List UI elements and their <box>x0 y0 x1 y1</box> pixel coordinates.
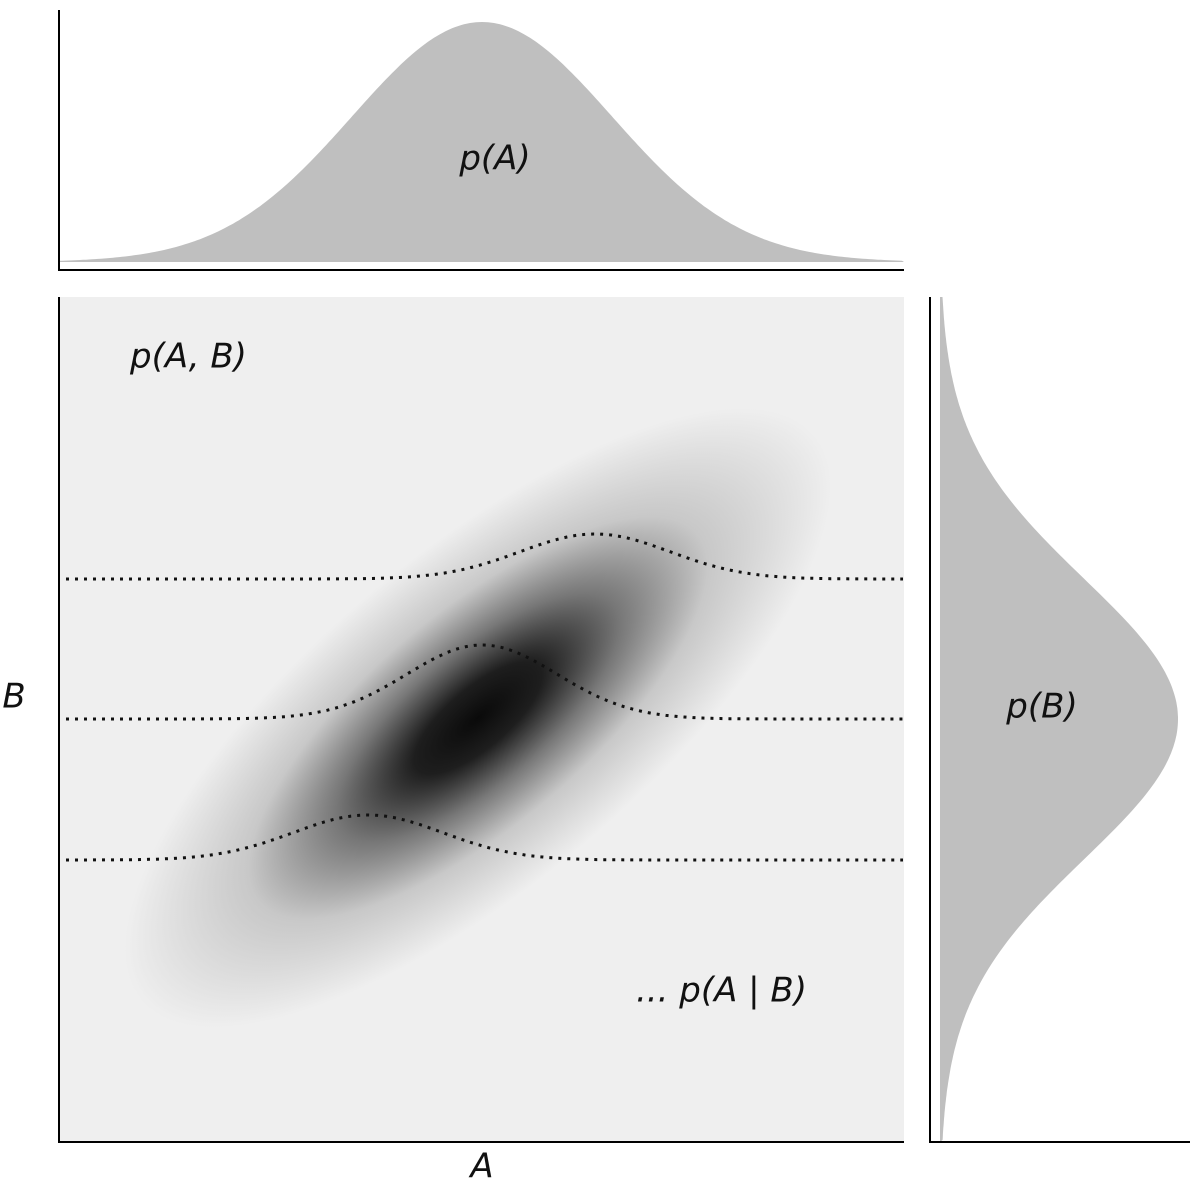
conditional-curve <box>66 643 903 721</box>
marginal-a-area <box>59 22 904 262</box>
y-axis-label: B <box>2 677 25 717</box>
x-axis-label: A <box>468 1147 493 1187</box>
marginal-b-area <box>940 297 1178 1142</box>
marginal-b-label: p(B) <box>1005 687 1077 727</box>
joint-density <box>124 408 832 1028</box>
conditional-label: ... p(A | B) <box>636 971 807 1011</box>
marginal-a-label: p(A) <box>458 139 530 179</box>
joint-label: p(A, B) <box>129 337 247 377</box>
